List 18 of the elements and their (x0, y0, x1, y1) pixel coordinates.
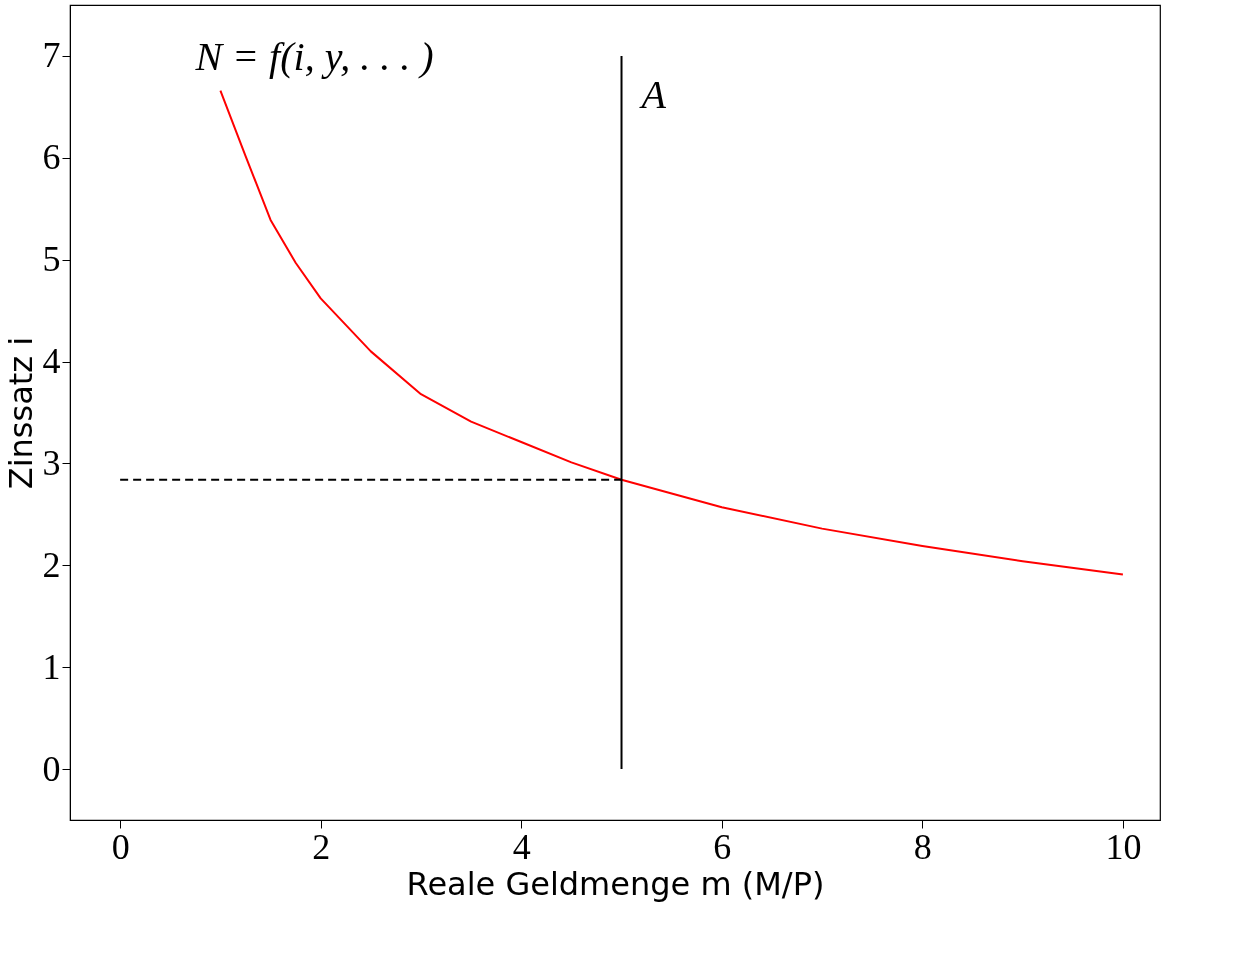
x-tick-label: 4 (512, 826, 531, 867)
x-tick-label: 10 (1105, 826, 1142, 867)
y-tick-label: 1 (42, 646, 61, 687)
x-tick-label: 8 (913, 826, 932, 867)
x-tick-label: 0 (111, 826, 130, 867)
y-tick-label: 6 (42, 137, 61, 178)
x-tick-label: 2 (312, 826, 331, 867)
y-tick-label: 7 (42, 35, 61, 76)
y-tick-label: 4 (42, 341, 61, 382)
x-tick-label: 6 (713, 826, 732, 867)
series-label: A (638, 71, 667, 117)
y-tick-label: 0 (42, 748, 61, 789)
y-tick-label: 5 (42, 239, 61, 280)
y-tick-label: 2 (42, 544, 61, 585)
series-label: N = f(i, y, . . . ) (194, 33, 434, 79)
y-tick-label: 3 (42, 442, 61, 483)
y-axis-title: Zinssatz i (1, 336, 40, 490)
x-axis-title: Reale Geldmenge m (M/P) (406, 864, 825, 903)
